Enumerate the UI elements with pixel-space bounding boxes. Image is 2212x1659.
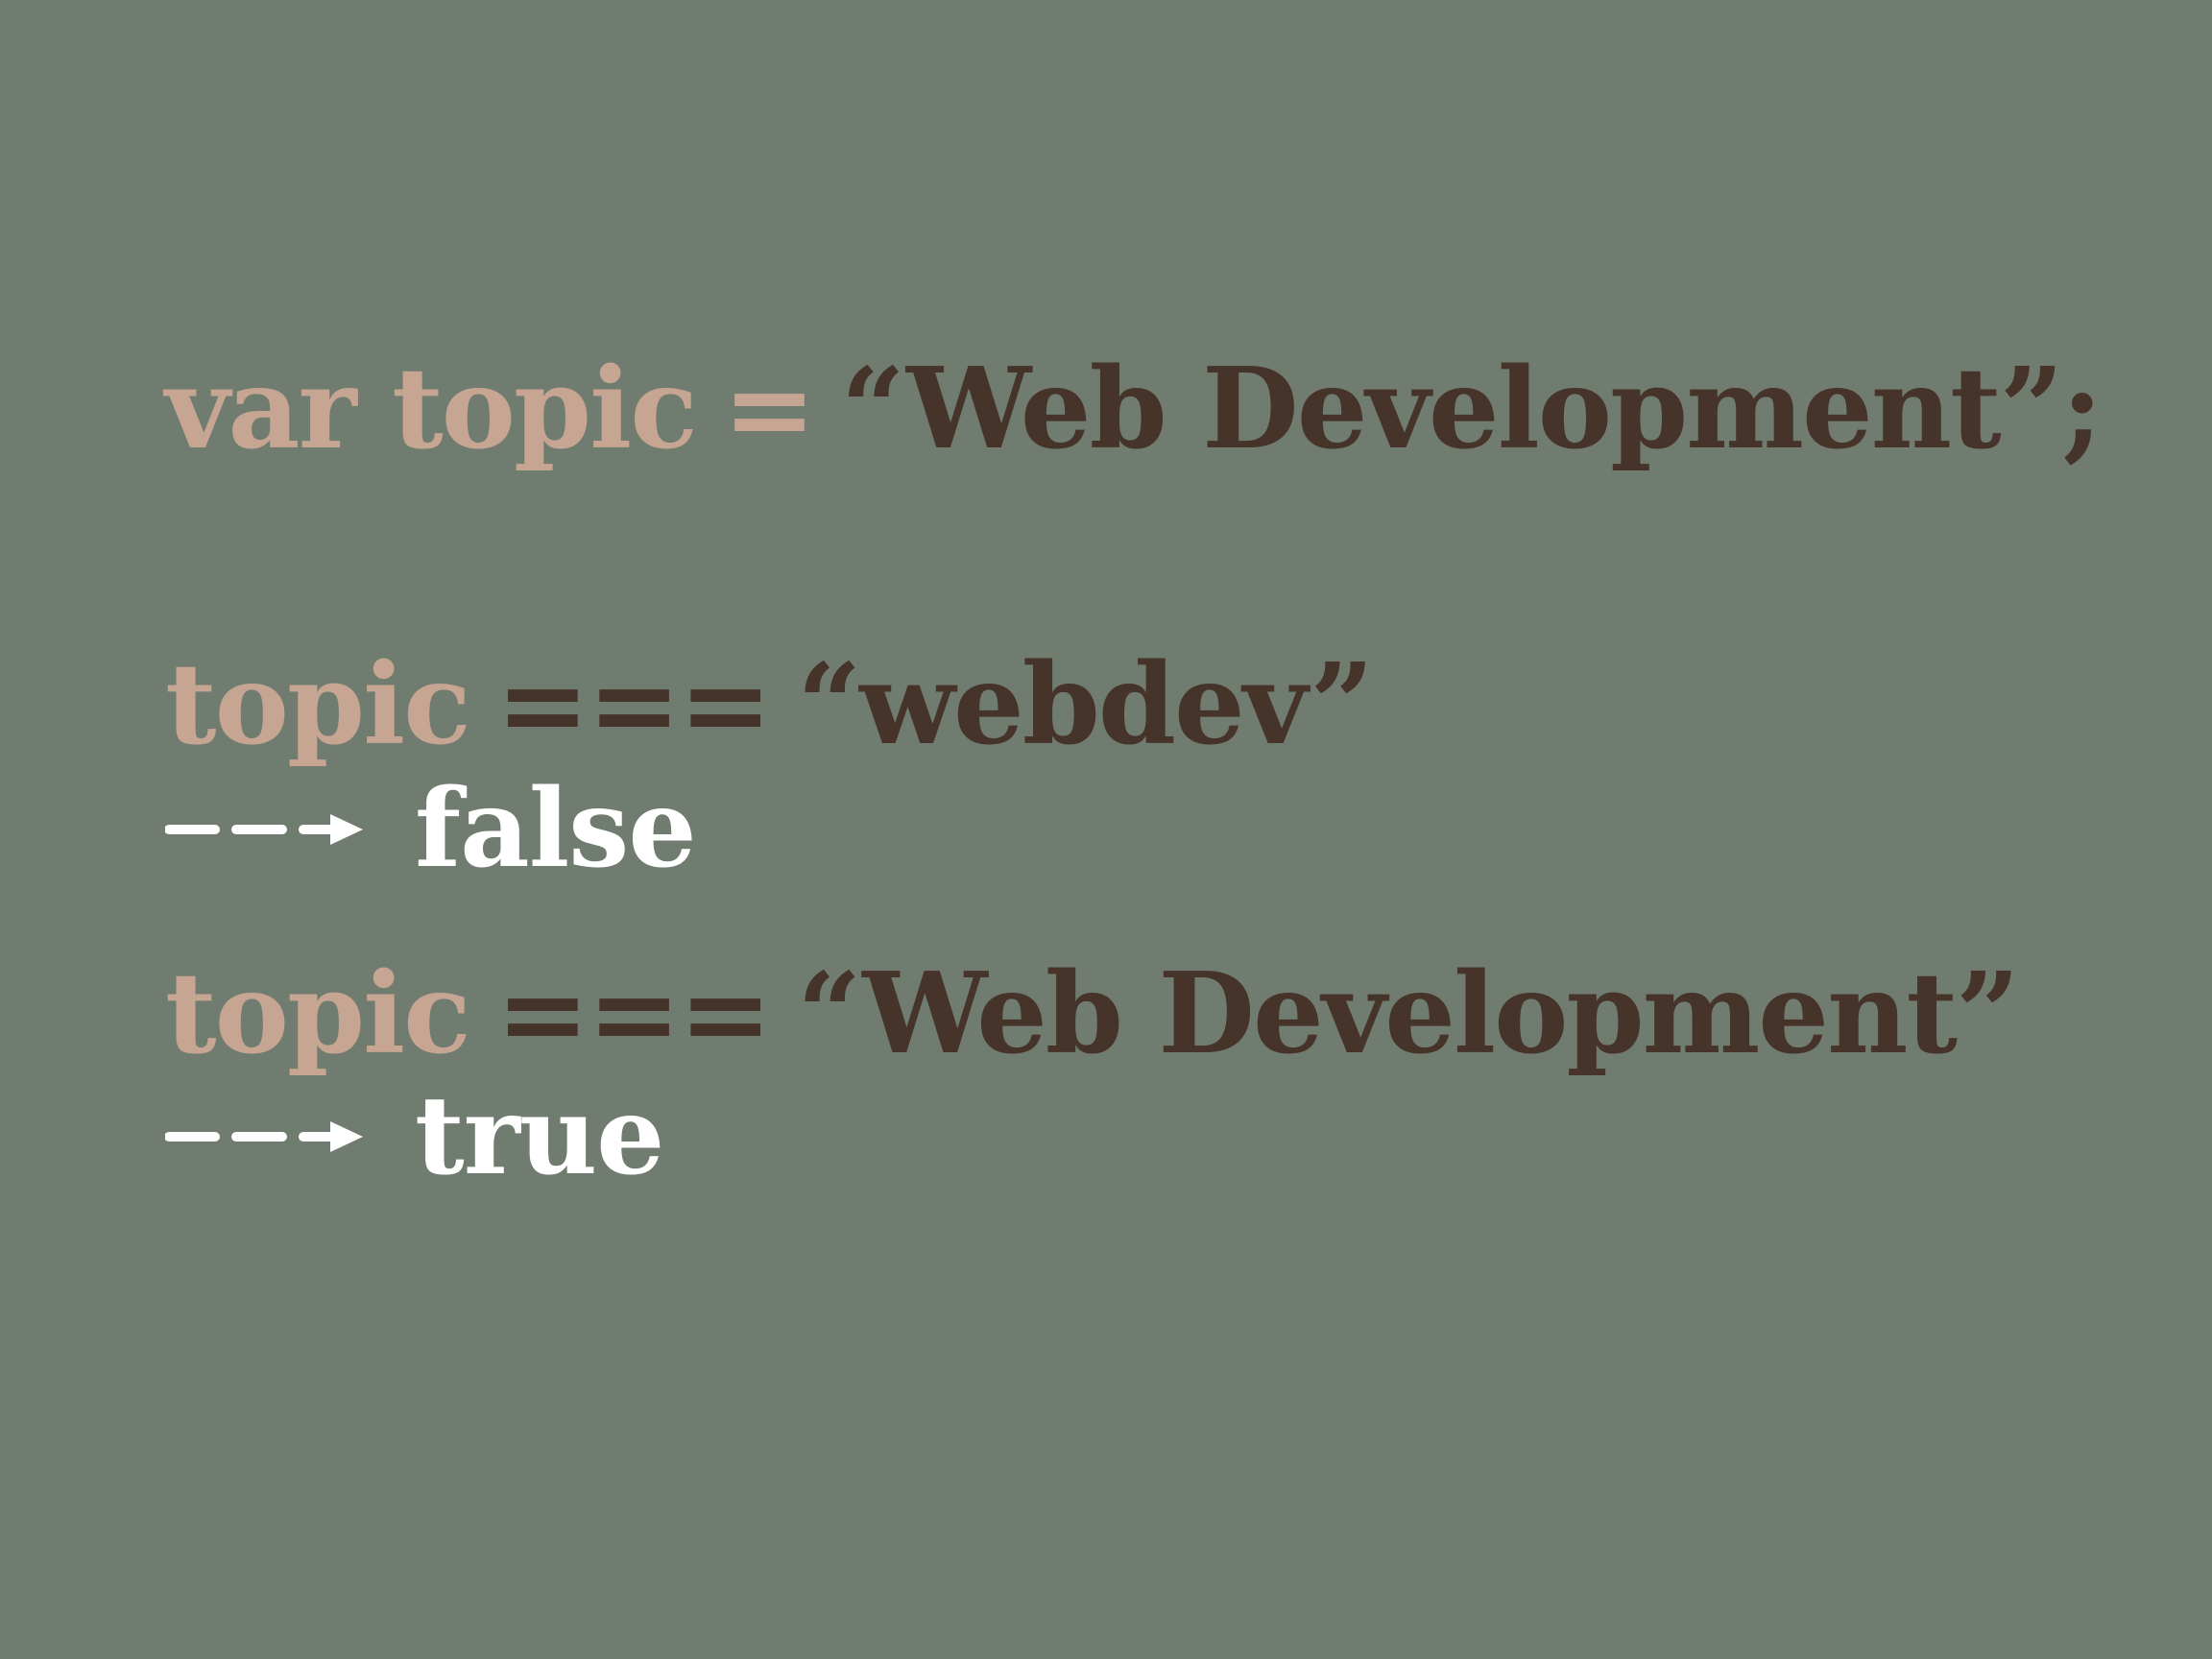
- string-literal: “Web Development”: [797, 949, 2019, 1079]
- string-literal: “webdev”: [797, 639, 1374, 770]
- strict-equality-operator: ===: [495, 949, 773, 1079]
- comparison-result-1: false: [165, 766, 697, 892]
- identifier: topic: [165, 639, 471, 770]
- result-true: true: [415, 1073, 664, 1199]
- code-line-comparison-2: topic === “Web Development”: [165, 958, 2020, 1070]
- assignment-operator: =: [722, 344, 816, 474]
- dashed-arrow-icon: [165, 1118, 367, 1156]
- code-line-comparison-1: topic === “webdev”: [165, 649, 1374, 760]
- dashed-arrow-icon: [165, 810, 367, 849]
- var-keyword: var topic: [165, 344, 698, 474]
- string-literal: “Web Development”;: [841, 344, 2103, 474]
- result-false: false: [415, 766, 697, 892]
- comparison-result-2: true: [165, 1073, 664, 1199]
- strict-equality-operator: ===: [495, 639, 773, 770]
- identifier: topic: [165, 949, 471, 1079]
- code-line-declaration: var topic = “Web Development”;: [165, 353, 2103, 465]
